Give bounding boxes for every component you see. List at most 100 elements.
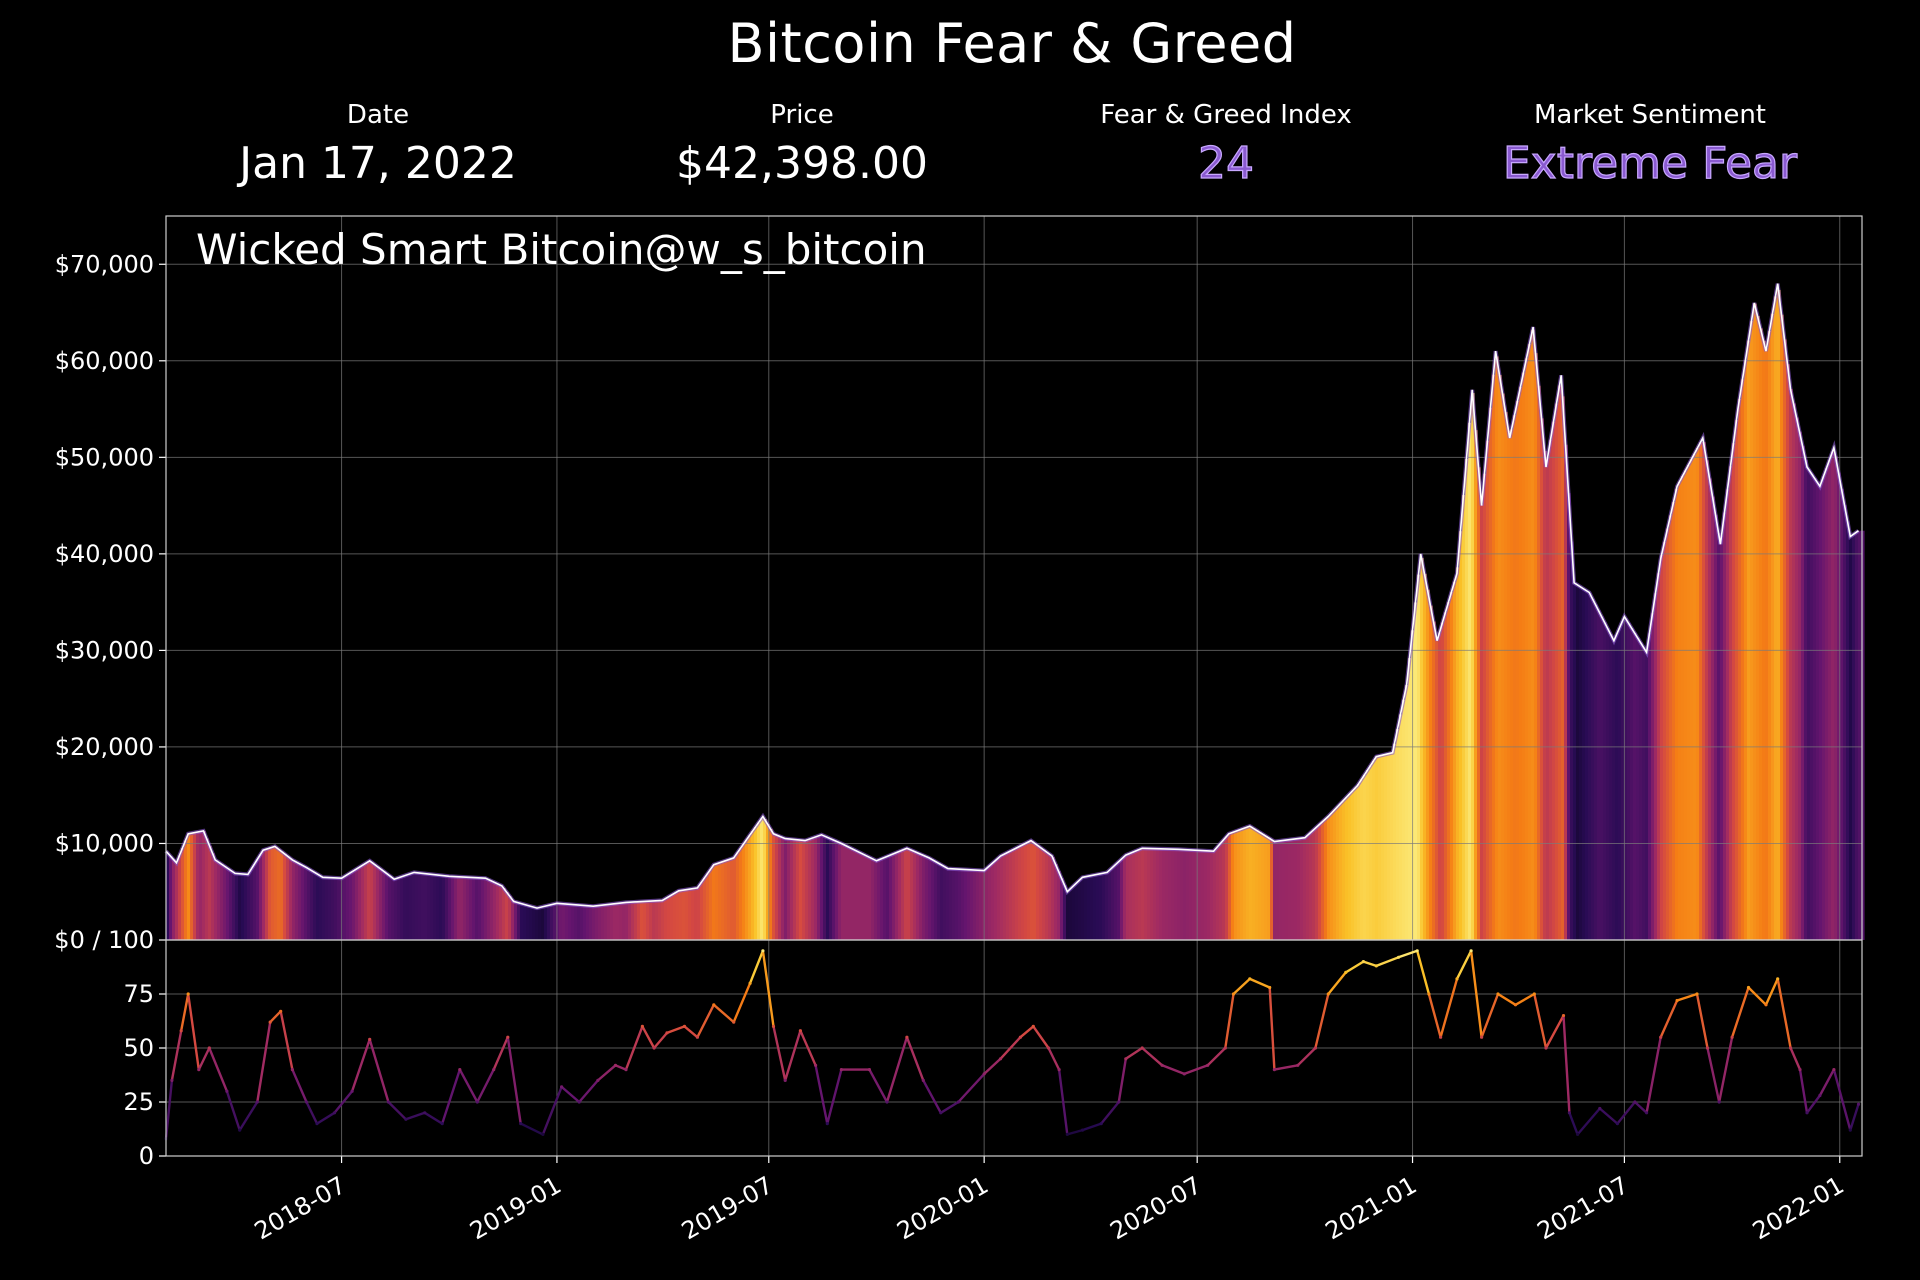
index-point bbox=[1730, 1035, 1734, 1039]
price-fill-bar bbox=[1402, 699, 1406, 940]
price-fill-bar bbox=[1390, 752, 1394, 940]
price-fill-bar bbox=[1045, 851, 1049, 940]
index-line-segment bbox=[1375, 956, 1400, 968]
index-point bbox=[1296, 1063, 1300, 1067]
index-line-segment bbox=[1099, 1100, 1121, 1125]
index-point bbox=[1818, 1093, 1822, 1098]
index-line-segment bbox=[1832, 1068, 1852, 1132]
price-fill-bar bbox=[1450, 591, 1454, 940]
index-line-segment bbox=[1798, 1068, 1809, 1115]
price-fill-bar bbox=[355, 868, 359, 940]
price-fill-bar bbox=[1642, 647, 1646, 940]
price-fill-bar bbox=[955, 869, 959, 940]
price-fill-bar bbox=[265, 849, 269, 940]
price-fill-bar bbox=[1798, 431, 1802, 940]
index-point bbox=[541, 1132, 545, 1136]
price-fill-bar bbox=[1684, 470, 1688, 940]
price-fill-bar bbox=[691, 888, 695, 940]
price-fill-bar bbox=[448, 876, 452, 940]
price-fill-bar bbox=[1006, 852, 1010, 940]
price-fill-bar bbox=[1762, 340, 1766, 940]
index-line-segment bbox=[1496, 992, 1517, 1006]
price-fill-bar bbox=[1678, 481, 1682, 940]
price-fill-bar bbox=[1351, 790, 1355, 940]
index-point bbox=[332, 1111, 337, 1115]
sentiment-stat: Market Sentiment Extreme Fear bbox=[1440, 100, 1860, 190]
index-line-segment bbox=[1598, 1107, 1619, 1125]
price-fill-bar bbox=[1819, 484, 1823, 940]
price-fill-bar bbox=[1294, 838, 1298, 940]
price-fill-bar bbox=[1438, 632, 1442, 940]
price-fill-bar bbox=[1174, 849, 1178, 940]
price-fill-bar bbox=[1492, 374, 1496, 940]
index-point bbox=[255, 1100, 259, 1104]
index-point bbox=[1396, 955, 1401, 959]
index-point bbox=[748, 981, 752, 985]
price-fill-bar bbox=[889, 855, 893, 940]
price-fill-bar bbox=[376, 866, 380, 940]
price-fill-bar bbox=[886, 856, 890, 940]
price-fill-bar bbox=[343, 876, 347, 940]
price-fill-bar bbox=[1786, 364, 1790, 940]
index-point bbox=[982, 1072, 986, 1076]
price-fill-bar bbox=[1075, 882, 1079, 940]
price-fill-bar bbox=[1192, 850, 1196, 940]
index-point bbox=[640, 1024, 645, 1028]
date-stat: Date Jan 17, 2022 bbox=[168, 100, 588, 189]
price-fill-bar bbox=[1579, 586, 1583, 940]
index-point bbox=[1798, 1068, 1802, 1072]
price-fill-bar bbox=[721, 861, 725, 940]
index-line-segment bbox=[1160, 1064, 1186, 1076]
index-line-segment bbox=[291, 1068, 308, 1104]
index-point bbox=[905, 1035, 909, 1039]
index-point bbox=[1206, 1063, 1210, 1067]
index-point bbox=[225, 1089, 229, 1093]
price-fill-bar bbox=[1528, 344, 1532, 940]
price-fill-bar bbox=[409, 873, 413, 940]
price-fill-bar bbox=[1408, 658, 1412, 940]
price-fill-bar bbox=[1108, 870, 1112, 940]
sentiment-value: Extreme Fear bbox=[1502, 137, 1798, 189]
price-fill-bar bbox=[1600, 616, 1604, 940]
price-fill-bar bbox=[1123, 856, 1127, 940]
price-fill-bar bbox=[1471, 393, 1475, 940]
price-fill-bar bbox=[1378, 755, 1382, 940]
price-fill-bar bbox=[1078, 880, 1082, 940]
index-point bbox=[1313, 1046, 1317, 1050]
price-fill-bar bbox=[421, 873, 425, 940]
index-point bbox=[1576, 1132, 1580, 1136]
price-fill-bar bbox=[1693, 453, 1697, 940]
price-fill-bar bbox=[1540, 418, 1544, 941]
index-line-segment bbox=[784, 1029, 802, 1082]
price-fill-bar bbox=[1168, 849, 1172, 940]
price-fill-bar bbox=[1543, 450, 1547, 940]
price-fill-bar bbox=[841, 844, 845, 940]
price-fill-bar bbox=[664, 898, 668, 940]
price-fill-bar bbox=[1651, 613, 1655, 940]
price-fill-bar bbox=[916, 852, 920, 940]
price-fill-bar bbox=[769, 828, 773, 940]
index-line-segment bbox=[1268, 986, 1276, 1071]
index-line-segment bbox=[1140, 1046, 1164, 1067]
index-point bbox=[1561, 1014, 1566, 1018]
index-line-segment bbox=[922, 1079, 942, 1115]
price-fill-bar bbox=[1636, 637, 1640, 940]
price-fill-bar bbox=[1627, 623, 1631, 940]
index-line-segment bbox=[179, 992, 190, 1032]
index-line-segment bbox=[269, 1010, 282, 1024]
price-fill-bar bbox=[1237, 830, 1241, 940]
price-fill-bar bbox=[943, 866, 947, 940]
index-point bbox=[1513, 1003, 1518, 1007]
price-fill-bar bbox=[1090, 875, 1094, 940]
price-fill-bar bbox=[328, 877, 332, 940]
index-line-segment bbox=[614, 1064, 628, 1071]
index-point bbox=[315, 1122, 319, 1126]
price-fill-bar bbox=[490, 881, 494, 940]
price-fill-bar bbox=[904, 848, 908, 940]
price-fill-bar bbox=[382, 871, 386, 940]
index-point bbox=[695, 1035, 700, 1039]
price-fill-bar bbox=[268, 848, 272, 940]
price-fill-bar bbox=[592, 906, 596, 940]
price-fill-bar bbox=[763, 819, 767, 940]
